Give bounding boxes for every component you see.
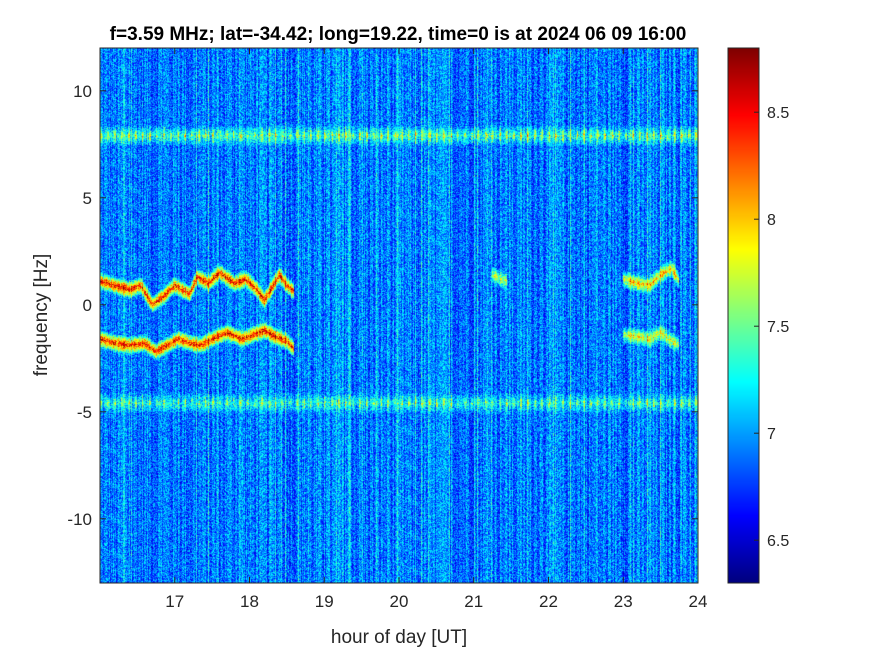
x-tick-label: 18: [240, 592, 259, 611]
y-axis: -10 -5 0 5 10: [67, 82, 698, 529]
x-tick-label: 23: [614, 592, 633, 611]
x-tick-label: 21: [464, 592, 483, 611]
x-tick-label: 20: [390, 592, 409, 611]
colorbar-container: [728, 48, 759, 583]
spectrogram-image-container: [100, 48, 698, 583]
colorbar-gradient: [728, 48, 759, 583]
chart-title: f=3.59 MHz; lat=-34.42; long=19.22, time…: [110, 24, 687, 45]
y-axis-label: frequency [Hz]: [31, 254, 52, 377]
y-tick-label: -10: [67, 510, 92, 529]
colorbar-tick-label: 8.5: [767, 105, 789, 122]
x-axis-label: hour of day [UT]: [331, 627, 467, 648]
colorbar-axis: 6.5 7 7.5 8 8.5: [754, 105, 789, 550]
colorbar-tick-label: 7: [767, 426, 776, 443]
colorbar-tick-label: 8: [767, 212, 776, 229]
spectrogram-heatmap: [100, 48, 698, 583]
y-tick-label: 10: [73, 82, 92, 101]
y-tick-label: 0: [83, 296, 92, 315]
colorbar-tick-label: 6.5: [767, 533, 789, 550]
x-tick-label: 17: [165, 592, 184, 611]
x-tick-label: 24: [689, 592, 708, 611]
y-tick-label: 5: [83, 189, 92, 208]
x-axis: 17 18 19 20 21 22 23 24: [165, 48, 707, 611]
x-tick-label: 19: [315, 592, 334, 611]
colorbar-frame: [727, 47, 760, 584]
x-tick-label: 22: [539, 592, 558, 611]
y-tick-label: -5: [77, 403, 92, 422]
colorbar-tick-label: 7.5: [767, 319, 789, 336]
